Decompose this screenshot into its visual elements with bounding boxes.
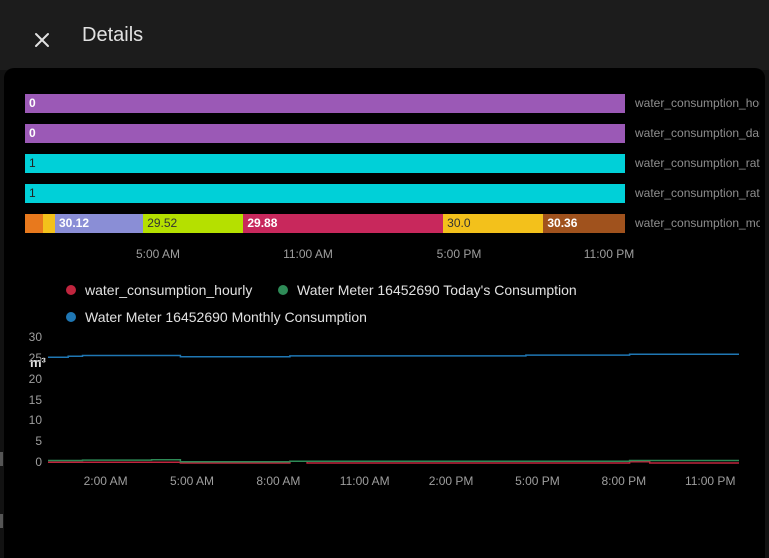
y-tick-label: 30	[26, 330, 42, 344]
legend-dot	[278, 285, 288, 295]
x-tick-label: 11:00 PM	[685, 474, 735, 488]
series-line-2	[48, 354, 739, 357]
timeline-row-label: water_consumption_monthly	[635, 216, 760, 230]
dialog-header: Details	[0, 0, 769, 70]
timeline-row-label: water_consumption_rate	[635, 186, 760, 200]
legend-item-hourly[interactable]: water_consumption_hourly	[66, 282, 252, 298]
x-tick-label: 11:00 AM	[340, 474, 390, 488]
x-tick-label: 5:00 PM	[515, 474, 560, 488]
legend-dot	[66, 285, 76, 295]
legend-label: Water Meter 16452690 Monthly Consumption	[85, 309, 367, 325]
segment-value: 29.88	[247, 216, 277, 230]
legend-label: Water Meter 16452690 Today's Consumption	[297, 282, 577, 298]
timeline-segment[interactable]: 29.88	[243, 214, 443, 233]
legend-item-today[interactable]: Water Meter 16452690 Today's Consumption	[278, 282, 577, 298]
timeline-row-label: water_consumption_rate	[635, 156, 760, 170]
dialog-content: 0 water_consumption_hourly 0 water_consumpt…	[4, 68, 765, 558]
segment-value: 30.0	[447, 216, 470, 230]
timeline-bar[interactable]: 0	[25, 124, 625, 143]
timeline-segment[interactable]	[25, 214, 43, 233]
x-tick-label: 5:00 AM	[170, 474, 214, 488]
timeline-row-label: water_consumption_hourly	[635, 96, 760, 110]
timeline-tick-label: 11:00 AM	[283, 247, 333, 261]
legend-label: water_consumption_hourly	[85, 282, 252, 298]
timeline-tick-label: 11:00 PM	[584, 247, 634, 261]
timeline-bar[interactable]: 0	[25, 94, 625, 113]
segment-value: 29.52	[147, 216, 177, 230]
timeline-row-label: water_consumption_daily	[635, 126, 760, 140]
segment-value: 30.36	[547, 216, 577, 230]
timeline-segment[interactable]: 30.36	[543, 214, 625, 233]
y-tick-label: 15	[26, 393, 42, 407]
y-tick-label: 5	[26, 434, 42, 448]
x-tick-label: 2:00 PM	[429, 474, 474, 488]
timeline-segment[interactable]: 1	[25, 154, 625, 173]
legend-item-monthly[interactable]: Water Meter 16452690 Monthly Consumption	[66, 309, 367, 325]
x-tick-label: 8:00 AM	[256, 474, 300, 488]
timeline-segment[interactable]	[43, 214, 55, 233]
x-tick-label: 2:00 AM	[84, 474, 128, 488]
close-button[interactable]	[24, 22, 60, 58]
close-icon	[34, 32, 50, 48]
series-line-0	[48, 461, 739, 463]
x-tick-label: 8:00 PM	[601, 474, 646, 488]
segment-value: 1	[29, 156, 36, 170]
timeline-segment[interactable]: 30.0	[443, 214, 543, 233]
timeline-tick-label: 5:00 AM	[136, 247, 180, 261]
segment-value: 30.12	[59, 216, 89, 230]
segment-value: 0	[29, 96, 36, 110]
y-tick-label: 20	[26, 372, 42, 386]
timeline-tick-label: 5:00 PM	[437, 247, 482, 261]
y-tick-label: 0	[26, 455, 42, 469]
edge-mark	[0, 452, 3, 466]
timeline-bar[interactable]: 1	[25, 154, 625, 173]
timeline-bar[interactable]: 30.12 29.52 29.88 30.0 30.36	[25, 214, 625, 233]
y-tick-label: 10	[26, 413, 42, 427]
legend-dot	[66, 312, 76, 322]
segment-value: 1	[29, 186, 36, 200]
timeline-segment[interactable]: 0	[25, 124, 625, 143]
timeline-segment[interactable]: 1	[25, 184, 625, 203]
segment-value: 0	[29, 126, 36, 140]
timeline-bar[interactable]: 1	[25, 184, 625, 203]
timeline-segment[interactable]: 29.52	[143, 214, 243, 233]
y-tick-label: 25	[26, 351, 42, 365]
edge-mark	[0, 514, 3, 528]
timeline-segment[interactable]: 0	[25, 94, 625, 113]
dialog-title: Details	[82, 24, 143, 47]
timeline-segment[interactable]: 30.12	[55, 214, 143, 233]
series-line-1	[48, 460, 739, 462]
